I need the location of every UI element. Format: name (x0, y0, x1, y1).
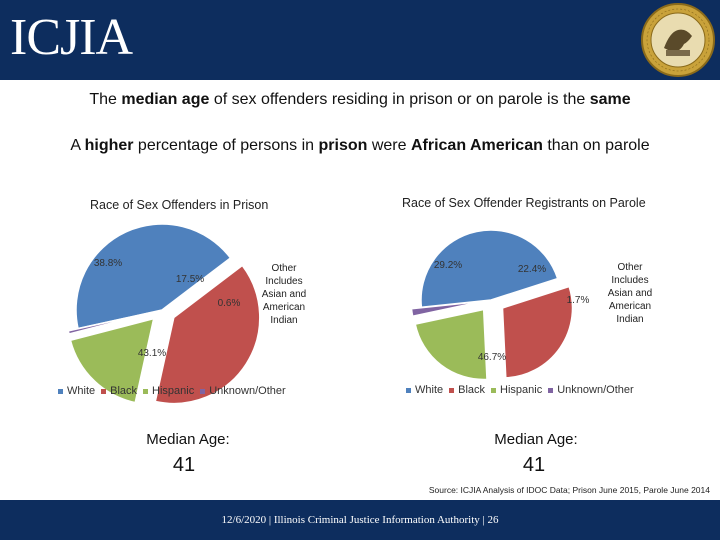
parole-slice-white (420, 229, 559, 309)
legend-swatch-white (406, 387, 411, 393)
legend-swatch-white (58, 388, 63, 394)
legend-item-other: Unknown/Other (548, 384, 634, 396)
legend-swatch-hispanic (143, 388, 149, 394)
prison-slice-white (75, 223, 232, 330)
parole-slice-black (501, 285, 574, 379)
headline-race-percentage: A higher percentage of persons in prison… (70, 137, 650, 154)
parole-label-other: 1.7% (567, 295, 590, 306)
parole-label-black: 29.2% (434, 260, 462, 271)
prison-chart-title: Race of Sex Offenders in Prison (90, 198, 269, 212)
parole-other-note: Other Includes Asian and American Indian (607, 262, 653, 325)
parole-chart-title: Race of Sex Offender Registrants on Paro… (402, 196, 646, 210)
prison-median-value: 41 (172, 454, 196, 476)
legend-swatch-hispanic (491, 387, 497, 393)
legend-item-other: Unknown/Other (200, 385, 286, 397)
prison-median-label: Median Age: (146, 431, 230, 448)
legend-swatch-black (101, 388, 107, 394)
parole-label-white: 46.7% (478, 352, 506, 363)
parole-median-label: Median Age: (494, 431, 578, 448)
legend-swatch-other (200, 388, 206, 394)
parole-label-hispanic: 22.4% (518, 264, 546, 275)
legend-item-white: White (58, 385, 95, 397)
parole-legend: White Black Hispanic Unknown/Other (406, 384, 634, 396)
prison-slice-black (154, 264, 261, 405)
header-bar: ICJIA (0, 0, 720, 80)
legend-item-hispanic: Hispanic (491, 384, 542, 396)
prison-other-note: Other Includes Asian and American Indian (261, 263, 307, 326)
prison-label-hispanic: 17.5% (176, 274, 204, 285)
prison-slice-other (67, 311, 153, 335)
legend-item-black: Black (101, 385, 137, 397)
prison-label-other: 0.6% (218, 298, 241, 309)
icjia-logo: ICJIA (10, 9, 133, 66)
legend-item-white: White (406, 384, 443, 396)
prison-label-black: 38.8% (94, 258, 122, 269)
prison-slice-hispanic (69, 317, 155, 404)
legend-item-black: Black (449, 384, 485, 396)
parole-slice-hispanic (414, 308, 488, 381)
state-seal-icon (641, 3, 715, 77)
prison-legend: White Black Hispanic Unknown/Other (58, 385, 286, 397)
legend-swatch-other (548, 387, 554, 393)
legend-item-hispanic: Hispanic (143, 385, 194, 397)
headline-median-age: The median age of sex offenders residing… (89, 91, 631, 108)
source-note: Source: ICJIA Analysis of IDOC Data; Pri… (428, 485, 710, 495)
footer-bar: 12/6/2020 | Illinois Criminal Justice In… (0, 500, 720, 540)
footer-text: 12/6/2020 | Illinois Criminal Justice In… (221, 514, 499, 526)
prison-label-white: 43.1% (138, 348, 166, 359)
parole-slice-other (410, 300, 482, 318)
parole-median-value: 41 (522, 454, 546, 476)
legend-swatch-black (449, 387, 455, 393)
